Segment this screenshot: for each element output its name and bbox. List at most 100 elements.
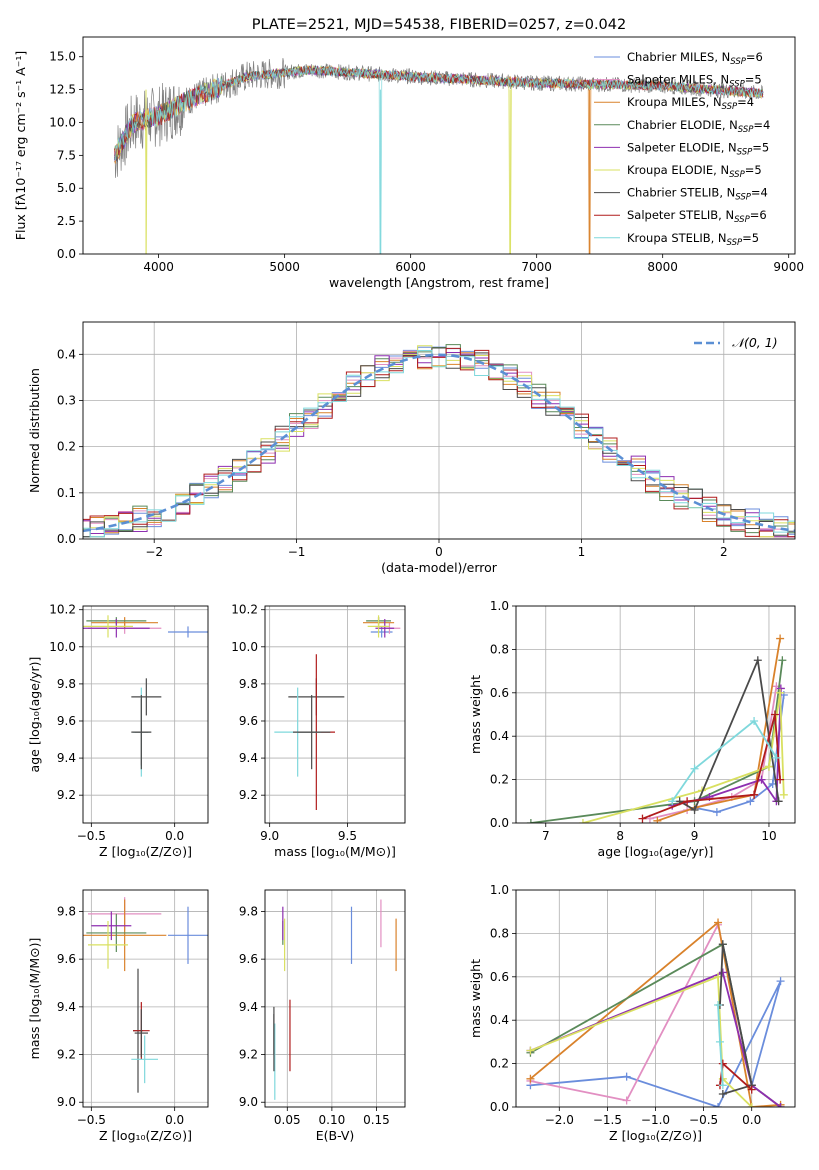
chart-title: PLATE=2521, MJD=54538, FIBERID=0257, z=0… [252,17,626,33]
series-line [530,971,782,1107]
data-point-marker [714,1103,723,1107]
y-tick-label: 10.2 [231,603,258,617]
data-point-marker [718,1059,727,1068]
x-axis-label: Z [log₁₀(Z/Z⊙)] [609,1128,702,1143]
x-tick-label: 7000 [521,260,552,274]
massweight-vs-age-panel: 7 8 9 10 0.0 0.2 0.4 0.6 0.8 1.0 age [log₁₀(age/yr… [468,599,796,859]
legend-entry: Salpeter STELIB, NSSP=6 [627,208,767,225]
axes-frame [515,605,796,824]
legend-text: =6 [750,208,767,222]
legend-subscript: SSP [738,125,754,135]
plot-area [516,606,795,823]
x-tick-label: −0.5 [689,1113,718,1127]
y-tick-label: 9.8 [57,904,76,918]
x-tick-label: 0.05 [274,1113,301,1127]
data-point-marker [778,656,787,665]
legend-entry: Salpeter ELODIE, NSSP=5 [627,140,769,157]
x-tick-label: 5000 [269,260,300,274]
data-point-marker [776,688,785,697]
y-tick-label: 9.4 [239,1000,258,1014]
series-line [530,975,753,1107]
legend-text: =5 [742,231,759,245]
y-tick-label: 12.5 [49,83,76,97]
x-tick-label: 8 [616,829,624,843]
data-point-marker [776,634,785,643]
y-axis-label: mass weight [468,959,483,1038]
y-tick-label: 0.2 [57,440,76,454]
axes-frame [82,605,209,824]
data-point-marker [718,968,727,977]
histogram-step [83,350,795,538]
legend-text: Chabrier ELODIE, N [627,118,738,132]
x-tick-label: −0.5 [77,1113,106,1127]
y-tick-label: 10.0 [231,640,258,654]
y-tick-label: 0.8 [490,926,509,940]
x-tick-label: 0.0 [165,1113,184,1127]
y-tick-label: 0.8 [490,642,509,656]
data-point-marker [715,1037,724,1046]
legend-subscript: SSP [730,57,746,67]
y-tick-label: 0.0 [57,247,76,261]
y-tick-label: 0.4 [490,1013,509,1027]
plot-area [265,890,405,1107]
x-tick-label: 7 [542,829,550,843]
legend-text: Kroupa STELIB, N [627,231,727,245]
data-point-marker [718,1081,727,1090]
x-axis-label: mass [log₁₀(M/M⊙)] [274,844,396,859]
y-tick-label: 9.2 [57,788,76,802]
data-point-marker [770,710,779,719]
data-point-marker [638,814,647,823]
y-tick-label: 0.6 [490,686,509,700]
mass-vs-ebv-panel: 0.05 0.10 0.15 9.0 9.2 9.4 9.6 9.8 E(B-V) [239,889,406,1143]
y-tick-label: 0.0 [490,816,509,830]
data-point-marker [750,790,759,799]
y-tick-label: 0.0 [57,532,76,546]
data-point-marker [668,797,677,806]
data-point-marker [714,918,723,927]
x-tick-label: 0.0 [165,829,184,843]
y-tick-label: 9.6 [239,714,258,728]
y-tick-label: 9.2 [57,1048,76,1062]
legend-subscript: SSP [737,147,753,157]
x-tick-label: 0.10 [319,1113,346,1127]
y-tick-label: 9.8 [57,677,76,691]
x-tick-label: 9.0 [260,829,279,843]
x-tick-label: 9000 [773,260,804,274]
plot-area [516,890,795,1107]
data-point-marker [578,819,587,823]
series-line [530,980,782,1107]
y-tick-label: 9.6 [57,714,76,728]
legend-text: Chabrier MILES, N [627,50,730,64]
y-tick-label: 9.4 [57,1000,76,1014]
axes-frame [264,889,406,1108]
legend-text: =5 [752,140,769,154]
legend-text: Salpeter MILES, N [627,73,729,87]
y-tick-label: 7.5 [57,148,76,162]
legend-text: Kroupa ELODIE, N [627,163,729,177]
y-tick-label: 0.4 [57,347,76,361]
y-tick-label: 2.5 [57,214,76,228]
plot-area [265,606,405,823]
y-tick-label: 9.8 [239,677,258,691]
data-point-marker [526,819,535,823]
x-axis-label: (data-model)/error [381,560,498,575]
y-tick-label: 9.6 [239,952,258,966]
histogram-step [83,352,795,538]
histogram-step [83,344,795,538]
data-point-marker [774,797,783,806]
x-tick-label: 10 [761,829,776,843]
data-point-marker [690,764,699,773]
data-point-marker [718,940,727,949]
legend-text: =5 [745,73,762,87]
plot-area [83,322,795,539]
y-tick-label: 10.0 [49,640,76,654]
data-point-marker [714,1001,723,1010]
y-tick-label: 15.0 [49,50,76,64]
data-point-marker [750,717,759,726]
axes-frame [82,36,796,255]
y-tick-label: 0.2 [490,1057,509,1071]
y-tick-label: 9.0 [57,1095,76,1109]
legend-text: Kroupa MILES, N [627,95,722,109]
plot-area [83,890,208,1107]
data-point-marker [776,684,785,693]
